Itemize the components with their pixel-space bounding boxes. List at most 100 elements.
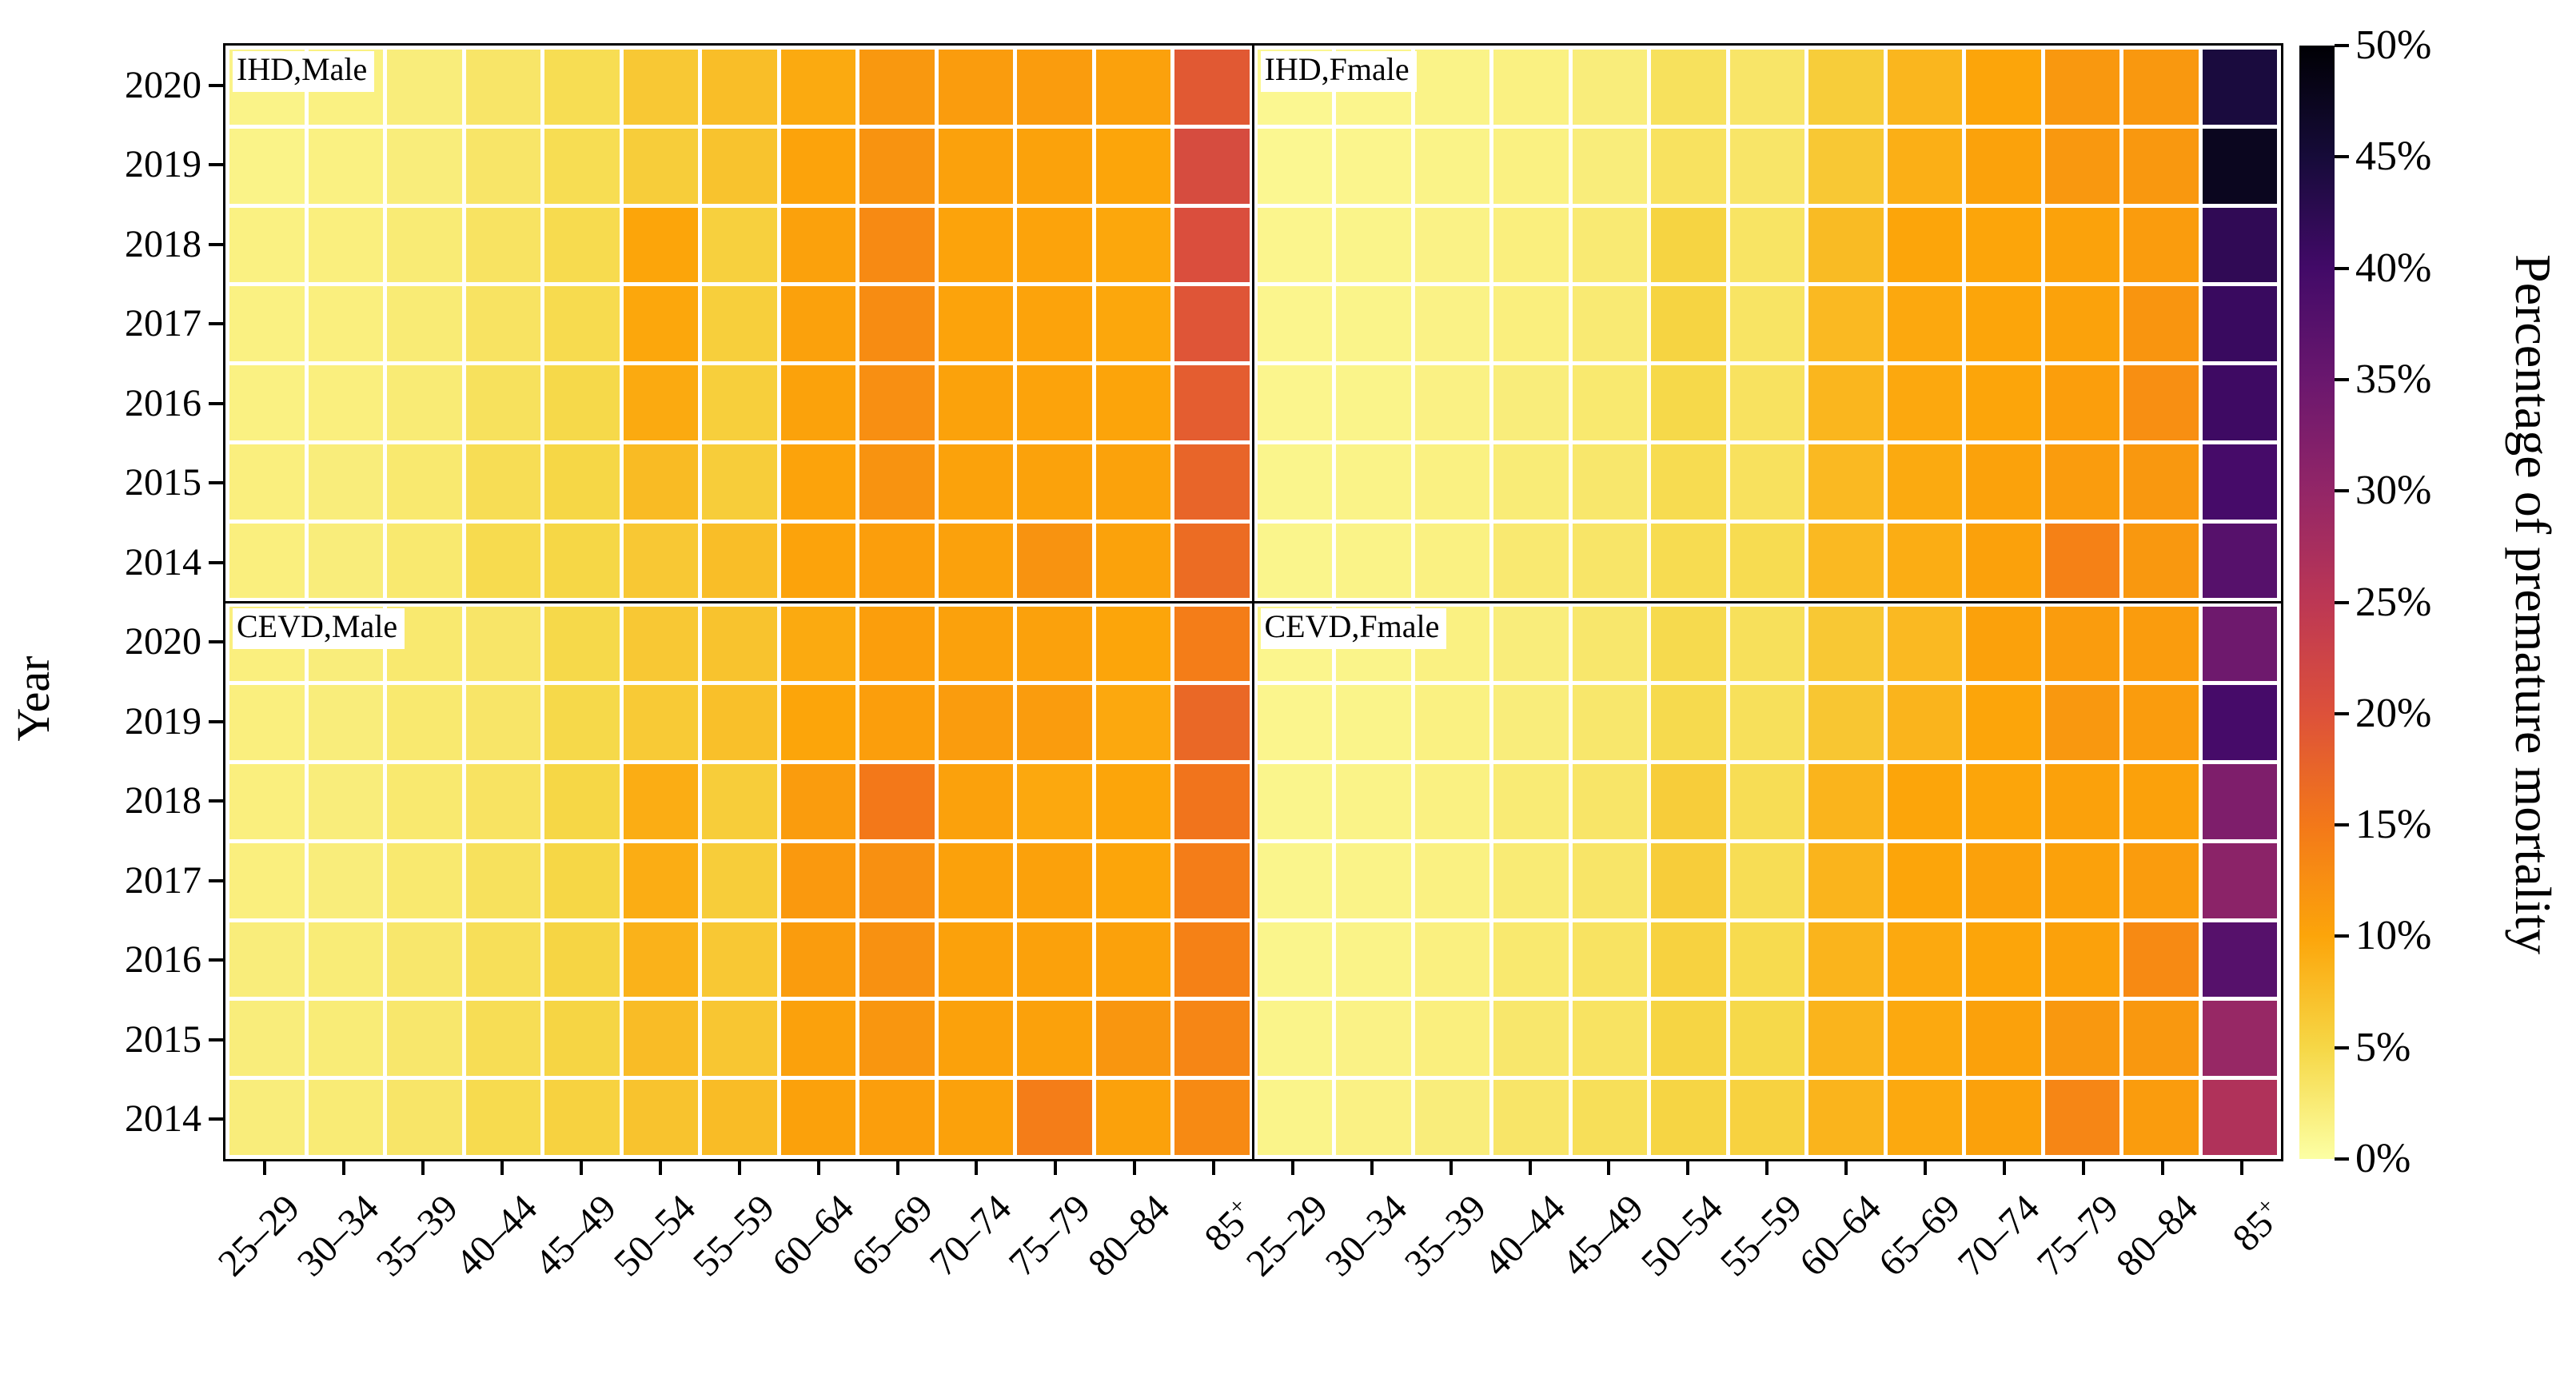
heatmap-cell (2044, 685, 2119, 761)
heatmap-cell (2044, 606, 2119, 682)
heatmap-cell (938, 523, 1013, 599)
heatmap-cell (2044, 842, 2119, 918)
heatmap-cell (1808, 842, 1884, 918)
heatmap-cell (387, 50, 462, 125)
heatmap-cell (544, 207, 620, 283)
heatmap-cell (780, 286, 855, 362)
heatmap-cell (1887, 128, 1962, 204)
heatmap-cell (1257, 207, 1332, 283)
x-tick-label: 55–59 (1713, 1186, 1811, 1285)
heatmap-cell (938, 50, 1013, 125)
heatmap-cell (1257, 1001, 1332, 1077)
heatmap-cell (1095, 764, 1170, 839)
heatmap-cell (387, 128, 462, 204)
heatmap-cell (544, 606, 620, 682)
colorbar-tick-label: 5% (2355, 1024, 2411, 1070)
y-tick-label: 2019 (125, 143, 201, 186)
heatmap-cell (623, 1001, 698, 1077)
heatmap-cell (1017, 606, 1092, 682)
heatmap-cell (308, 922, 383, 998)
heatmap-panel: CEVD,Fmale (1253, 602, 2281, 1159)
heatmap-cell (2044, 365, 2119, 440)
heatmap-cell (1493, 606, 1569, 682)
heatmap-cell (938, 1001, 1013, 1077)
heatmap-cell (465, 365, 540, 440)
colorbar-title: Percentage of premature mortality (2505, 253, 2562, 955)
heatmap-cell (859, 1001, 935, 1077)
y-tick-label: 2019 (125, 699, 201, 743)
heatmap-cell (623, 128, 698, 204)
heatmap-cell (1729, 207, 1804, 283)
heatmap-cell (1174, 444, 1250, 520)
y-axis-tick (209, 1117, 223, 1121)
heatmap-cell (1174, 606, 1250, 682)
heatmap-cell (702, 922, 777, 998)
heatmap-cell (1808, 606, 1884, 682)
x-tick-label: 60–64 (764, 1186, 862, 1285)
heatmap-cell (2123, 1080, 2199, 1155)
heatmap-cell (1174, 128, 1250, 204)
heatmap-cell (544, 922, 620, 998)
heatmap-cell (1729, 365, 1804, 440)
colorbar-tick (2335, 377, 2349, 381)
heatmap-cell (1414, 365, 1489, 440)
heatmap-cell (1493, 523, 1569, 599)
heatmap-cell (1257, 523, 1332, 599)
heatmap-cell (1493, 1001, 1569, 1077)
heatmap-cell (1493, 685, 1569, 761)
heatmap-cell (1966, 764, 2041, 839)
heatmap-cell (780, 365, 855, 440)
heatmap-cell (1414, 128, 1489, 204)
heatmap-cell (2044, 1080, 2119, 1155)
heatmap-cell (2123, 50, 2199, 125)
x-tick-label: 45–49 (526, 1186, 625, 1285)
heatmap-cell (387, 685, 462, 761)
panel-separator-horizontal (225, 601, 2281, 603)
heatmap-cell (1174, 922, 1250, 998)
heatmap-cell (2123, 286, 2199, 362)
heatmap-cell (859, 606, 935, 682)
x-axis-tick (1449, 1159, 1453, 1175)
heatmap-cell (2044, 764, 2119, 839)
heatmap-cell (1257, 842, 1332, 918)
heatmap-cell (1017, 365, 1092, 440)
heatmap-cell (1887, 1080, 1962, 1155)
heatmap-cell (1017, 444, 1092, 520)
heatmap-cell (1572, 365, 1647, 440)
heatmap-cell (780, 207, 855, 283)
heatmap-cell (2123, 685, 2199, 761)
heatmap-cell (229, 444, 305, 520)
heatmap-cell (623, 444, 698, 520)
x-tick-label: 25–29 (210, 1186, 309, 1285)
heatmap-cell (1808, 523, 1884, 599)
heatmap-cell (1493, 207, 1569, 283)
y-tick-label: 2017 (125, 858, 201, 902)
heatmap-cell (465, 685, 540, 761)
heatmap-cell (1651, 207, 1726, 283)
y-axis-tick (209, 560, 223, 564)
heatmap-cell (1572, 444, 1647, 520)
heatmap-cell (1414, 1080, 1489, 1155)
heatmap-cell (1414, 50, 1489, 125)
heatmap-cell (2123, 606, 2199, 682)
heatmap-cell (938, 685, 1013, 761)
heatmap-cell (387, 444, 462, 520)
heatmap-cell (938, 444, 1013, 520)
colorbar-tick-label: 0% (2355, 1136, 2411, 1181)
heatmap-cell (702, 444, 777, 520)
y-axis-tick (209, 878, 223, 882)
heatmap-cell (544, 365, 620, 440)
heatmap-cell (1493, 764, 1569, 839)
heatmap-cell (1017, 128, 1092, 204)
heatmap-cell (1887, 764, 1962, 839)
heatmap-cell (2202, 207, 2277, 283)
heatmap-cell (2123, 523, 2199, 599)
heatmap-cell (1336, 444, 1411, 520)
heatmap-cell (938, 842, 1013, 918)
heatmap-cell (1017, 764, 1092, 839)
heatmap-cell (702, 1080, 777, 1155)
heatmap-cell (1651, 365, 1726, 440)
heatmap-cell (2123, 764, 2199, 839)
heatmap-cell (1414, 685, 1489, 761)
heatmap-cell (1336, 523, 1411, 599)
